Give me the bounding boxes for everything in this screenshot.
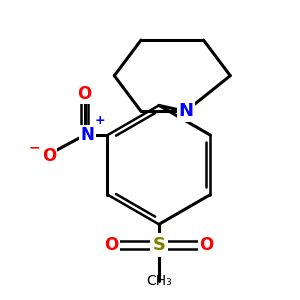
Text: O: O (77, 85, 92, 103)
Text: +: + (94, 114, 105, 127)
Text: O: O (42, 147, 56, 165)
Text: N: N (178, 102, 193, 120)
Text: N: N (81, 126, 94, 144)
Text: O: O (199, 236, 214, 254)
Text: CH₃: CH₃ (146, 274, 172, 288)
Text: O: O (104, 236, 118, 254)
Text: S: S (152, 236, 165, 254)
Text: −: − (28, 140, 40, 154)
